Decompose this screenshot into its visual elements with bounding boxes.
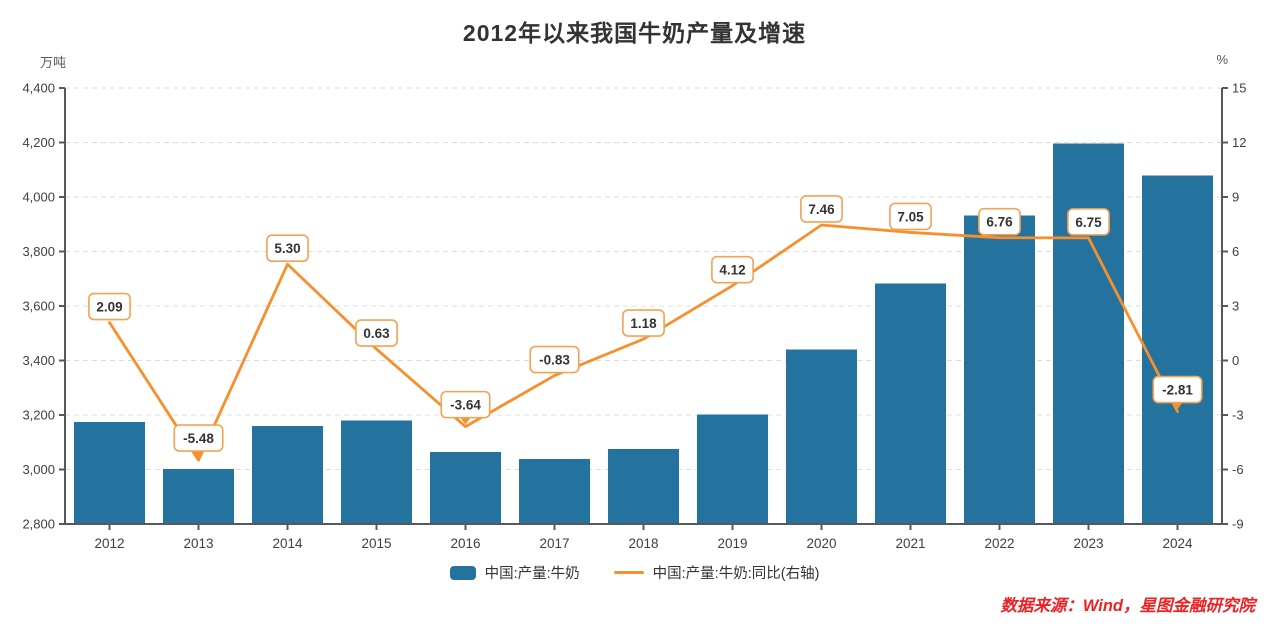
- svg-text:1.18: 1.18: [630, 316, 657, 331]
- milk-production-chart: 2,800 -9 3,000 -6 3,200 -3 3,400 0 3,600 3 3,800 6 4…: [22, 81, 1246, 552]
- svg-text:5.30: 5.30: [274, 241, 300, 256]
- growth-label-2020: 7.46: [800, 195, 843, 223]
- right-axis-tick-label: 0: [1232, 353, 1239, 368]
- left-axis-tick-label: 3,000: [22, 462, 55, 477]
- right-axis-tick-label: 3: [1232, 299, 1239, 314]
- bar-swatch: [449, 565, 476, 580]
- x-axis-tick-label: 2022: [984, 536, 1014, 551]
- right-axis-tick-label: 12: [1232, 135, 1246, 150]
- growth-label-2024: -2.81: [1152, 375, 1203, 410]
- growth-label-2019: 4.12: [711, 255, 754, 284]
- left-axis-tick-label: 3,800: [22, 244, 55, 259]
- left-axis-tick-label: 3,200: [22, 408, 55, 423]
- svg-text:-3.64: -3.64: [450, 398, 481, 413]
- x-axis-tick-label: 2016: [450, 536, 480, 551]
- svg-text:4.12: 4.12: [719, 263, 745, 278]
- bar-2017[interactable]: [519, 458, 590, 524]
- legend: 中国:产量:牛奶 中国:产量:牛奶:同比(右轴): [0, 562, 1269, 583]
- x-axis-tick-label: 2013: [183, 536, 213, 551]
- svg-text:-5.48: -5.48: [183, 431, 214, 446]
- right-axis-tick-label: -3: [1232, 408, 1244, 423]
- left-axis-tick-label: 4,200: [22, 135, 55, 150]
- bar-2022[interactable]: [964, 215, 1035, 524]
- right-axis-tick-label: -6: [1232, 462, 1244, 477]
- growth-label-2022: 6.76: [978, 207, 1021, 236]
- right-axis-tick-label: -9: [1232, 517, 1244, 532]
- line-swatch: [613, 571, 644, 574]
- bar-2018[interactable]: [608, 449, 679, 524]
- legend-item-production[interactable]: 中国:产量:牛奶: [449, 562, 580, 583]
- bar-2014[interactable]: [252, 425, 323, 524]
- growth-label-2015: 0.63: [355, 319, 398, 347]
- bar-2020[interactable]: [786, 349, 857, 524]
- x-axis-tick-label: 2019: [717, 536, 747, 551]
- left-axis-tick-label: 3,400: [22, 353, 55, 368]
- bar-2024[interactable]: [1142, 175, 1213, 524]
- bar-2016[interactable]: [430, 452, 501, 524]
- bar-2012[interactable]: [74, 421, 145, 524]
- data-source-note: 数据来源：Wind，星图金融研究院: [1000, 597, 1255, 615]
- x-axis-tick-label: 2017: [539, 536, 569, 551]
- legend-label-growth: 中国:产量:牛奶:同比(右轴): [652, 566, 820, 582]
- callout-arrow-icon: [193, 451, 204, 459]
- right-axis-tick-label: 9: [1232, 190, 1239, 205]
- x-axis-tick-label: 2012: [94, 536, 124, 551]
- x-axis-tick-label: 2023: [1073, 536, 1103, 551]
- svg-text:7.05: 7.05: [897, 209, 924, 224]
- growth-label-2014: 5.30: [266, 234, 309, 263]
- svg-text:-0.83: -0.83: [539, 353, 570, 368]
- svg-text:0.63: 0.63: [363, 326, 390, 341]
- right-axis-unit: %: [1216, 52, 1228, 67]
- svg-text:-2.81: -2.81: [1162, 383, 1193, 398]
- growth-label-2023: 6.75: [1067, 208, 1110, 236]
- growth-label-2016: -3.64: [440, 390, 491, 425]
- x-axis-tick-label: 2020: [806, 536, 836, 551]
- x-axis-tick-label: 2021: [895, 536, 925, 551]
- callout-arrow-icon: [460, 417, 471, 425]
- chart-title: 2012年以来我国牛奶产量及增速: [462, 20, 807, 46]
- growth-label-2018: 1.18: [622, 309, 665, 337]
- left-axis-tick-label: 3,600: [22, 299, 55, 314]
- left-axis-tick-label: 4,000: [22, 190, 55, 205]
- left-axis-tick-label: 4,400: [22, 81, 55, 96]
- left-axis-unit: 万吨: [40, 55, 67, 70]
- svg-text:7.46: 7.46: [808, 202, 835, 217]
- svg-text:6.76: 6.76: [986, 215, 1013, 230]
- bar-2021[interactable]: [875, 283, 946, 524]
- legend-label-production: 中国:产量:牛奶: [484, 566, 580, 582]
- growth-label-2017: -0.83: [529, 345, 580, 374]
- bar-2023[interactable]: [1053, 143, 1124, 524]
- x-axis-tick-label: 2018: [628, 536, 658, 551]
- left-axis-tick-label: 2,800: [22, 517, 55, 532]
- bar-2019[interactable]: [697, 414, 768, 524]
- right-axis-tick-label: 15: [1232, 81, 1246, 96]
- svg-text:6.75: 6.75: [1075, 215, 1102, 230]
- x-axis-tick-label: 2024: [1162, 536, 1193, 551]
- callout-arrow-icon: [1172, 402, 1183, 410]
- growth-line: [108, 223, 1179, 462]
- growth-label-2021: 7.05: [889, 202, 932, 231]
- growth-label-2013: -5.48: [173, 424, 224, 459]
- x-axis-tick-label: 2014: [272, 536, 303, 551]
- x-axis-tick-label: 2015: [361, 536, 391, 551]
- bar-2013[interactable]: [163, 469, 234, 524]
- right-axis-tick-label: 6: [1232, 244, 1239, 259]
- legend-item-growth[interactable]: 中国:产量:牛奶:同比(右轴): [613, 562, 820, 583]
- svg-text:2.09: 2.09: [96, 300, 122, 315]
- bar-2015[interactable]: [341, 420, 412, 524]
- growth-label-2012: 2.09: [88, 292, 131, 321]
